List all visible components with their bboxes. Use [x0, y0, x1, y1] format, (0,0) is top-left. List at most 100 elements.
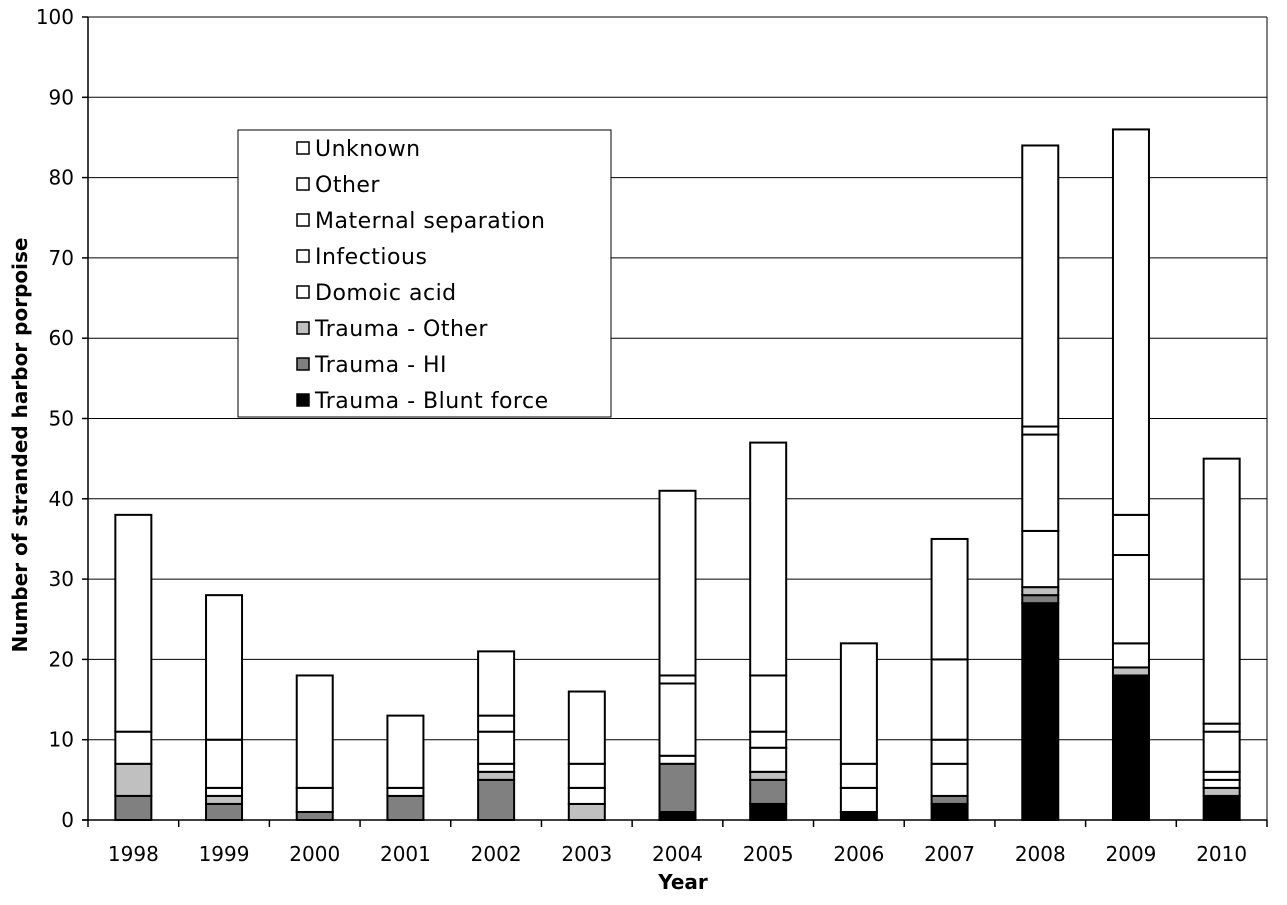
bar-segment-infectious — [1021, 529, 1060, 589]
x-tick-label: 2000 — [289, 842, 340, 866]
y-tick-label: 60 — [49, 326, 74, 350]
bar-segment-maternal-separation — [1021, 433, 1060, 532]
bar-segment-trauma-blunt-force — [1021, 602, 1060, 821]
legend-label: Maternal separation — [315, 209, 545, 234]
bar-segment-infectious — [295, 786, 334, 813]
bar-segment-infectious — [749, 746, 788, 773]
bar-segment-maternal-separation — [1202, 730, 1241, 773]
legend-label: Other — [315, 173, 380, 198]
bar-segment-infectious — [1202, 770, 1241, 781]
bar-segment-maternal-separation — [1111, 554, 1150, 645]
bar-segment-maternal-separation — [930, 738, 969, 765]
bar-segment-unknown — [295, 674, 334, 789]
bar-segment-infectious — [386, 786, 425, 797]
bar-segment-trauma-hi — [749, 778, 788, 805]
legend-swatch — [296, 357, 310, 371]
bar-segment-maternal-separation — [477, 730, 516, 765]
bar-segment-unknown — [477, 650, 516, 717]
x-tick-label: 2001 — [380, 842, 431, 866]
bar-segment-trauma-blunt-force — [1111, 674, 1150, 822]
bar-segment-other — [1202, 722, 1241, 733]
bar-segment-domoic-acid — [1202, 778, 1241, 789]
bar-segment-trauma-blunt-force — [839, 810, 878, 821]
y-tick-label: 100 — [36, 5, 74, 29]
legend-swatch — [296, 213, 310, 227]
x-tick-label: 1999 — [199, 842, 250, 866]
bar-segment-maternal-separation — [749, 730, 788, 749]
bar-segment-other — [930, 658, 969, 741]
x-tick-label: 2002 — [471, 842, 522, 866]
x-tick-label: 2009 — [1106, 842, 1157, 866]
bar-segment-trauma-other — [205, 794, 244, 805]
bar-segment-maternal-separation — [839, 762, 878, 789]
bar-segment-trauma-other — [477, 770, 516, 781]
bar-segment-trauma-hi — [930, 794, 969, 805]
bar-segment-trauma-other — [749, 770, 788, 781]
x-tick-label: 2008 — [1015, 842, 1066, 866]
bar-segment-unknown — [839, 642, 878, 765]
legend-swatch — [296, 321, 310, 335]
x-tick-label: 2007 — [924, 842, 975, 866]
bar-segment-unknown — [749, 441, 788, 677]
bar-segment-infectious — [205, 786, 244, 797]
bar-segment-unknown — [386, 714, 425, 789]
x-axis-title: Year — [657, 870, 708, 894]
y-tick-label: 10 — [49, 728, 74, 752]
bar-segment-unknown — [930, 537, 969, 661]
legend-swatch — [296, 285, 310, 299]
y-tick-label: 90 — [49, 85, 74, 109]
x-tick-label: 2004 — [652, 842, 703, 866]
legend-label: Trauma - Other — [314, 317, 488, 342]
bar-segment-other — [477, 714, 516, 733]
bar-segment-trauma-hi — [477, 778, 516, 821]
x-tick-label: 2003 — [561, 842, 612, 866]
bar-segment-maternal-separation — [205, 738, 244, 789]
bar-segment-other — [1111, 513, 1150, 557]
bar-segment-trauma-other — [1111, 666, 1150, 677]
bar-segment-maternal-separation — [567, 762, 606, 789]
y-axis-title: Number of stranded harbor porpoise — [8, 238, 32, 653]
y-tick-label: 50 — [49, 407, 74, 431]
legend-swatch — [296, 393, 310, 407]
bar-segment-trauma-other — [114, 762, 153, 797]
bar-segment-infectious — [839, 786, 878, 813]
legend-swatch — [296, 141, 310, 155]
bar-segment-trauma-hi — [295, 810, 334, 821]
bar-segment-infectious — [930, 762, 969, 797]
bar-segment-trauma-blunt-force — [749, 802, 788, 822]
bar-segment-trauma-other — [567, 802, 606, 822]
bar-segment-trauma-blunt-force — [658, 810, 697, 821]
bar-segment-unknown — [1021, 144, 1060, 428]
axes — [82, 16, 1268, 827]
x-tick-label: 2005 — [743, 842, 794, 866]
legend-label: Unknown — [315, 137, 421, 162]
x-tick-label: 2006 — [833, 842, 884, 866]
bar-segment-trauma-hi — [205, 802, 244, 822]
legend-label: Infectious — [315, 245, 427, 270]
bar-segment-unknown — [567, 690, 606, 765]
bar-segment-trauma-hi — [658, 762, 697, 813]
y-tick-label: 40 — [49, 487, 74, 511]
y-tick-label: 30 — [49, 567, 74, 591]
bar-segment-unknown — [658, 489, 697, 677]
bar-segment-infectious — [477, 762, 516, 773]
x-tick-label: 1998 — [108, 842, 159, 866]
y-tick-label: 70 — [49, 246, 74, 270]
bars — [114, 128, 1241, 822]
legend-label: Domoic acid — [315, 281, 457, 306]
bar-segment-trauma-hi — [114, 794, 153, 821]
bar-segment-unknown — [1202, 457, 1241, 725]
bar-segment-trauma-hi — [386, 794, 425, 821]
legend-label: Trauma - Blunt force — [314, 389, 549, 414]
bar-segment-trauma-hi — [1021, 594, 1060, 605]
bar-segment-trauma-blunt-force — [1202, 794, 1241, 821]
legend-swatch — [296, 177, 310, 191]
bar-segment-unknown — [1111, 128, 1150, 516]
bar-segment-trauma-blunt-force — [930, 802, 969, 822]
bar-segment-unknown — [205, 594, 244, 741]
y-tick-label: 80 — [49, 166, 74, 190]
bar-segment-trauma-other — [1021, 586, 1060, 597]
legend: Unknown Other Maternal separation Infectiou… — [237, 129, 612, 418]
legend-swatch — [296, 249, 310, 263]
